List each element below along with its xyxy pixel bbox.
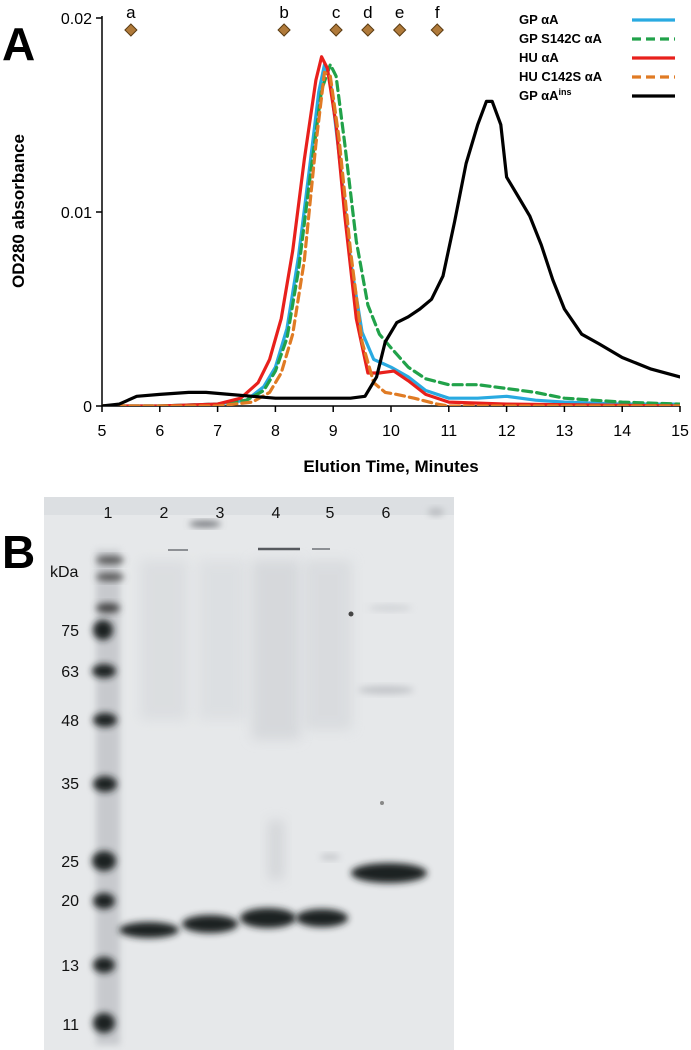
legend-label: HU C142S αA bbox=[519, 69, 603, 84]
ladder-band bbox=[93, 776, 117, 792]
y-axis-title: OD280 absorbance bbox=[9, 134, 28, 288]
sample-band-lane-3 bbox=[182, 915, 238, 933]
x-tick-label: 5 bbox=[98, 423, 107, 440]
x-tick-label: 6 bbox=[155, 423, 164, 440]
gel-corner-smudge bbox=[428, 508, 444, 516]
marker-label: b bbox=[279, 3, 288, 22]
ladder-band bbox=[96, 573, 124, 581]
ladder-lane bbox=[92, 550, 124, 1045]
chromatogram-panel: A 5 6 7 8 9 10 11 12 13 14 15 0 0.01 0.02 Elution Ti… bbox=[2, 3, 689, 476]
y-tick-label: 0.01 bbox=[61, 205, 92, 222]
lane-numbers: 1 2 3 4 5 6 bbox=[104, 505, 391, 522]
x-tick-label: 12 bbox=[498, 423, 516, 440]
ladder-band bbox=[96, 603, 120, 613]
marker-diamond bbox=[124, 23, 138, 37]
sample-band-lane-6 bbox=[351, 863, 427, 883]
lane-haze bbox=[252, 560, 300, 740]
lane-number: 2 bbox=[160, 505, 169, 522]
x-tick-label: 8 bbox=[271, 423, 280, 440]
legend-label: GP αAins bbox=[519, 87, 572, 103]
legend-label: GP S142C αA bbox=[519, 31, 603, 46]
legend-label: HU αA bbox=[519, 50, 559, 65]
panel-b-label: B bbox=[2, 526, 35, 578]
gel-well-smudge bbox=[189, 521, 221, 527]
lane-number: 1 bbox=[104, 505, 113, 522]
series-line bbox=[102, 99, 680, 406]
lane-haze bbox=[140, 560, 188, 720]
ladder-labels: 75 63 48 35 25 20 13 11 bbox=[61, 623, 79, 1034]
gel-speck bbox=[380, 801, 384, 805]
marker-diamond bbox=[392, 23, 407, 37]
gel-speck bbox=[348, 611, 354, 617]
lane-number: 5 bbox=[326, 505, 335, 522]
series-line bbox=[102, 62, 680, 406]
y-axis-ticks: 0 0.01 0.02 bbox=[61, 11, 102, 416]
ladder-band bbox=[93, 713, 117, 727]
lane-haze bbox=[198, 560, 246, 720]
x-tick-label: 7 bbox=[213, 423, 222, 440]
kda-unit-label: kDa bbox=[50, 564, 79, 581]
ladder-band bbox=[96, 556, 124, 564]
lane-number: 4 bbox=[272, 505, 281, 522]
sample-band-lane-5 bbox=[296, 909, 348, 927]
lane-haze bbox=[268, 820, 284, 880]
ladder-label: 48 bbox=[61, 713, 79, 730]
series-line bbox=[102, 62, 680, 406]
ladder-band bbox=[92, 851, 116, 871]
sample-band-lane-4 bbox=[240, 908, 296, 928]
marker-label: d bbox=[363, 3, 372, 22]
ladder-band bbox=[93, 620, 113, 640]
y-tick-label: 0 bbox=[83, 399, 92, 416]
faint-band bbox=[368, 605, 412, 611]
legend: GP αA GP S142C αA HU αA HU C142S αA GP αAins bbox=[519, 12, 675, 103]
marker-diamond bbox=[329, 23, 343, 37]
standard-markers: a b c d e f bbox=[124, 3, 444, 37]
x-axis-ticks: 5 6 7 8 9 10 11 12 13 14 15 bbox=[98, 406, 689, 440]
gel-panel: B bbox=[2, 497, 454, 1050]
marker-diamond bbox=[430, 23, 444, 37]
sample-band-lane-2 bbox=[119, 922, 179, 938]
marker-label: a bbox=[126, 3, 136, 22]
ladder-label: 75 bbox=[61, 623, 79, 640]
panel-a-label: A bbox=[2, 18, 35, 70]
marker-label: f bbox=[435, 3, 440, 22]
ladder-label: 11 bbox=[62, 1017, 79, 1034]
series-line bbox=[102, 55, 680, 406]
ladder-label: 35 bbox=[61, 776, 79, 793]
ladder-label: 20 bbox=[61, 893, 79, 910]
series-line bbox=[102, 70, 680, 406]
x-tick-label: 10 bbox=[382, 423, 400, 440]
ladder-label: 63 bbox=[61, 664, 79, 681]
legend-label: GP αA bbox=[519, 12, 559, 27]
ladder-band bbox=[92, 664, 116, 678]
x-tick-label: 14 bbox=[613, 423, 631, 440]
marker-diamond bbox=[277, 23, 291, 37]
ladder-label: 25 bbox=[61, 854, 79, 871]
ladder-label: 13 bbox=[61, 958, 79, 975]
x-tick-label: 15 bbox=[671, 423, 689, 440]
ladder-band bbox=[93, 957, 115, 973]
lane-number: 3 bbox=[216, 505, 225, 522]
marker-label: e bbox=[395, 3, 404, 22]
x-tick-label: 9 bbox=[329, 423, 338, 440]
lane-number: 6 bbox=[382, 505, 391, 522]
series-lines bbox=[102, 55, 680, 406]
gel-top-edge bbox=[44, 497, 454, 515]
faint-band bbox=[358, 686, 414, 694]
x-tick-label: 13 bbox=[556, 423, 574, 440]
lane-haze bbox=[304, 560, 352, 730]
faint-band bbox=[320, 854, 340, 860]
marker-diamond bbox=[361, 23, 375, 37]
marker-label: c bbox=[332, 3, 341, 22]
x-tick-label: 11 bbox=[440, 423, 457, 440]
y-tick-label: 0.02 bbox=[61, 11, 92, 28]
ladder-band bbox=[93, 893, 115, 909]
x-axis-title: Elution Time, Minutes bbox=[303, 457, 478, 476]
ladder-band bbox=[93, 1013, 115, 1033]
